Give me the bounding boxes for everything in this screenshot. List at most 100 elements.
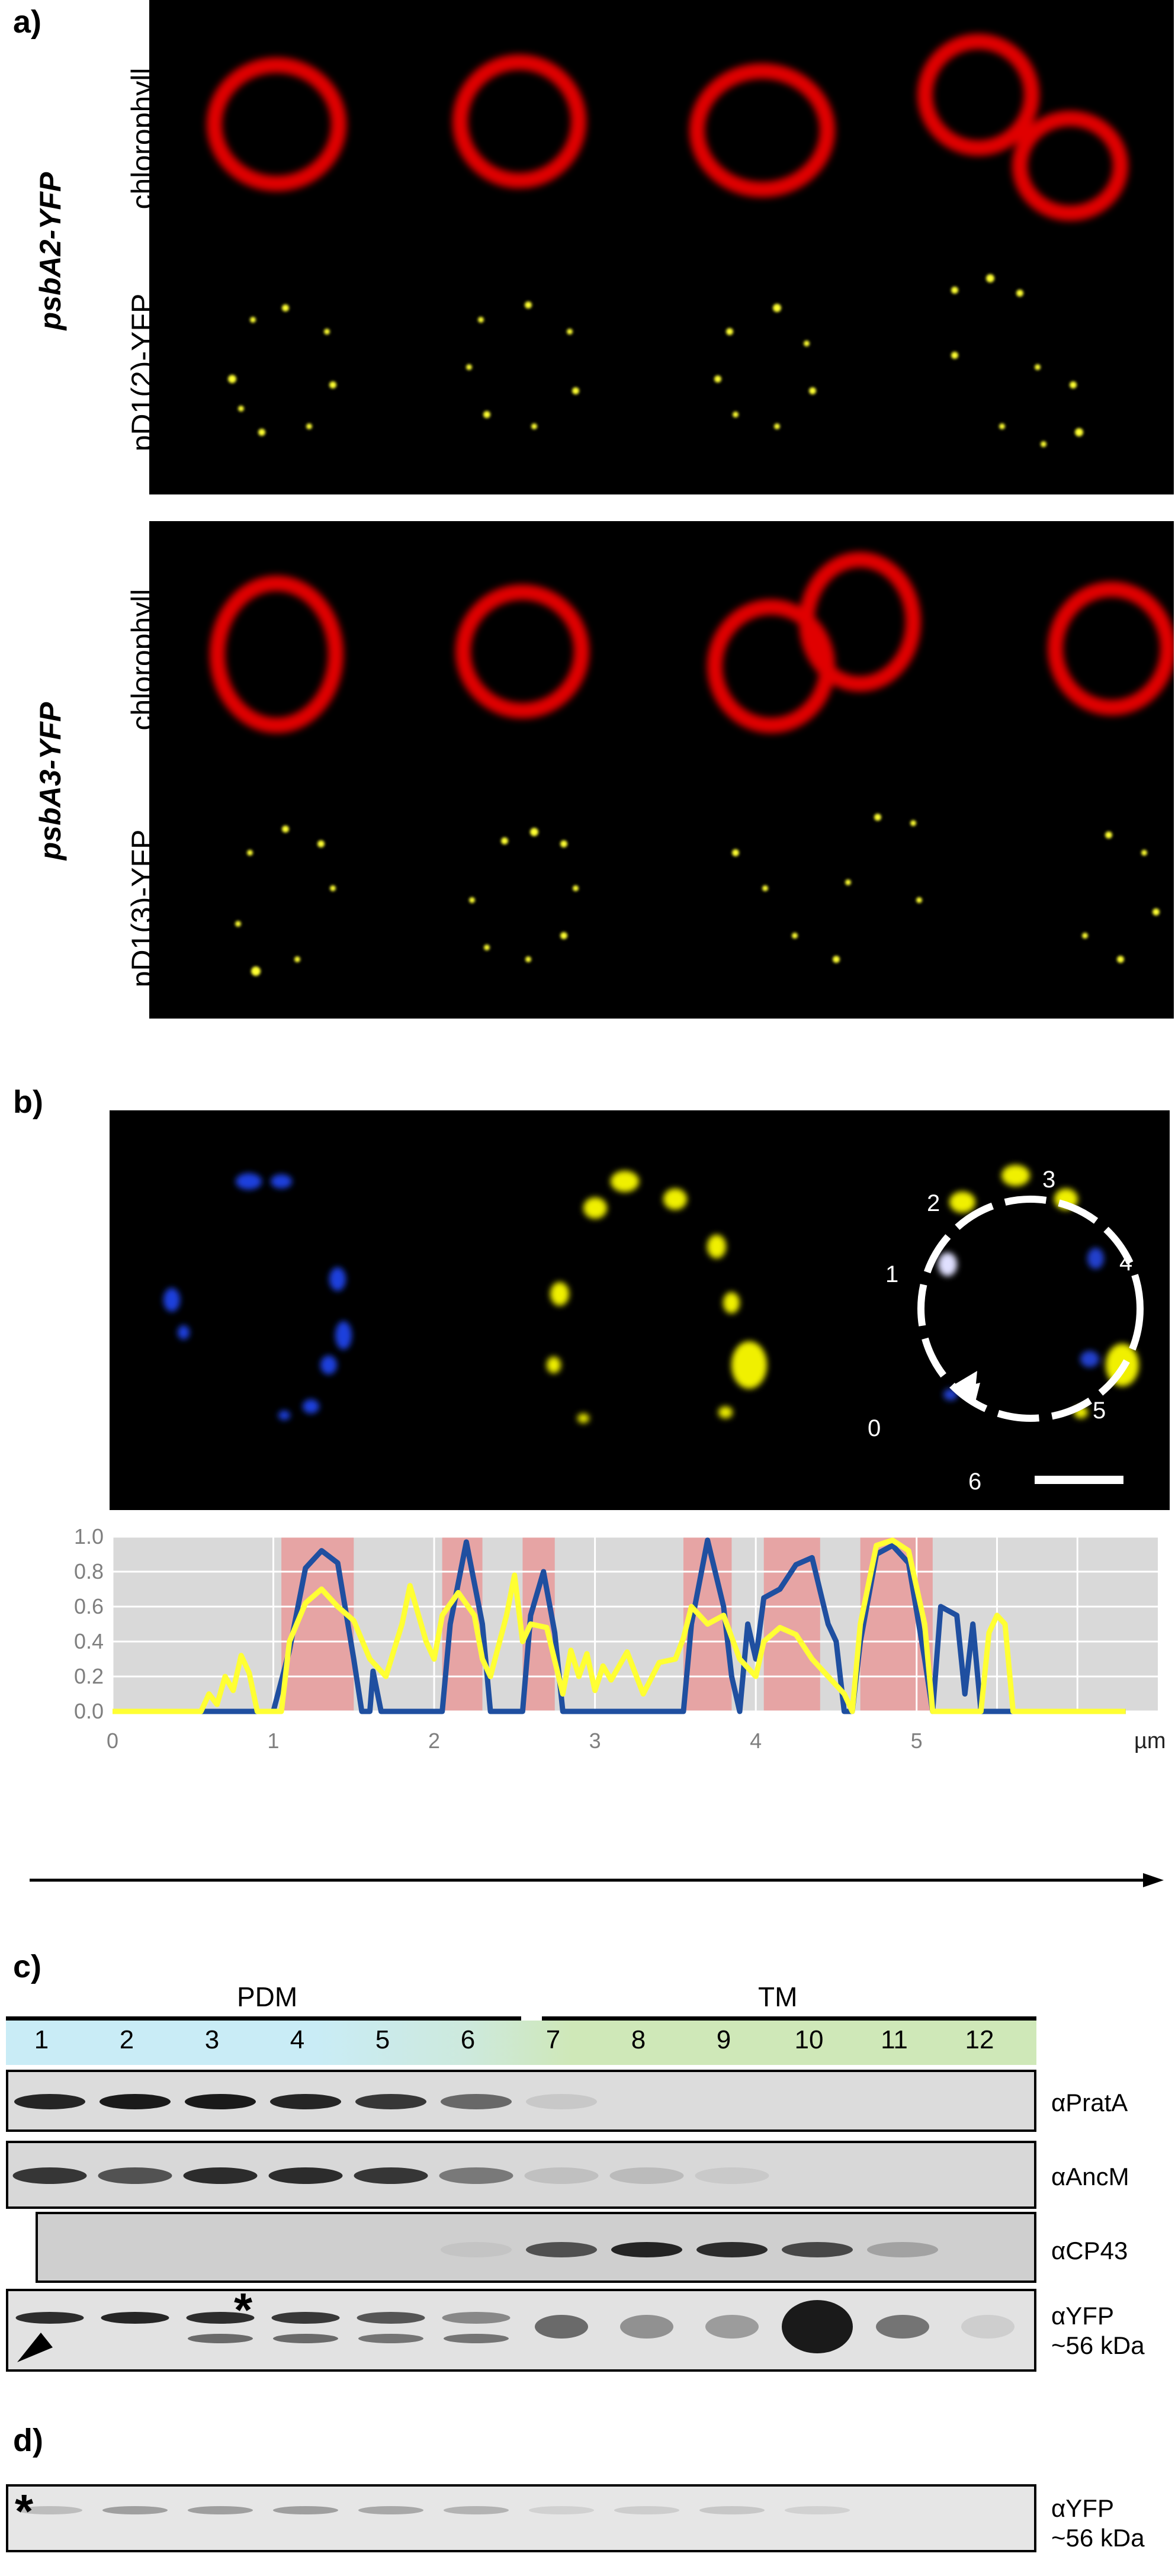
band-yfp-tm-8 bbox=[620, 2315, 673, 2339]
blot-prata bbox=[6, 2070, 1036, 2132]
chart-axis-arrow bbox=[30, 1873, 1164, 1887]
chart-xlabel: µm bbox=[1134, 1729, 1166, 1753]
lane-number-4: 4 bbox=[290, 2025, 305, 2054]
band-ancm-1 bbox=[12, 2167, 87, 2184]
row-label-yfp-2: pD1(3)-YFP bbox=[126, 829, 159, 988]
band-yfp-tm-10 bbox=[782, 2300, 853, 2353]
blot-yfp-c bbox=[6, 2289, 1036, 2372]
band-yfp-lower-3 bbox=[188, 2334, 253, 2343]
lane-number-9: 9 bbox=[716, 2025, 731, 2054]
band-yfp-d-3 bbox=[188, 2506, 253, 2514]
lane-number-6: 6 bbox=[460, 2025, 476, 2054]
row-label-chlorophyll-1: chlorophyll bbox=[126, 68, 159, 210]
position-label-0: 0 bbox=[868, 1415, 881, 1441]
band-ancm-6 bbox=[439, 2167, 513, 2184]
asterisk-d: * bbox=[15, 2485, 34, 2538]
scale-bar bbox=[1035, 1476, 1123, 1484]
band-prata-4 bbox=[270, 2094, 341, 2109]
panel-c-label: c) bbox=[13, 1949, 42, 1984]
lane-number-11: 11 bbox=[881, 2025, 908, 2054]
lane-header-bar bbox=[6, 2021, 1036, 2065]
band-cp43-7 bbox=[526, 2242, 597, 2257]
panel-a-label: a) bbox=[13, 4, 42, 40]
panel-b-label: b) bbox=[13, 1084, 43, 1120]
band-yfp-tm-11 bbox=[876, 2315, 929, 2339]
band-yfp-upper-6 bbox=[442, 2312, 511, 2324]
antibody-label-prata: αPratA bbox=[1051, 2089, 1128, 2116]
lane-number-1: 1 bbox=[34, 2025, 49, 2054]
chart-xtick-0: 0 bbox=[107, 1729, 118, 1753]
chart-xtick-4: 4 bbox=[750, 1729, 762, 1753]
antibody-label-cp43: αCP43 bbox=[1051, 2237, 1128, 2265]
chart-ytick-4: 0.8 bbox=[74, 1559, 104, 1583]
chart-xtick-1: 1 bbox=[268, 1729, 280, 1753]
band-cp43-9 bbox=[696, 2242, 768, 2257]
chart-xtick-3: 3 bbox=[589, 1729, 601, 1753]
position-label-1: 1 bbox=[885, 1261, 898, 1287]
chart-ytick-2: 0.4 bbox=[74, 1629, 104, 1653]
chart-ytick-0: 0.0 bbox=[74, 1699, 104, 1723]
band-yfp-d-7 bbox=[529, 2506, 594, 2514]
band-prata-3 bbox=[185, 2094, 256, 2109]
row-label-yfp-1: pD1(2)-YFP bbox=[126, 293, 159, 452]
band-yfp-tm-9 bbox=[705, 2315, 759, 2339]
chart-xtick-2: 2 bbox=[428, 1729, 440, 1753]
band-ancm-8 bbox=[609, 2167, 684, 2184]
blot-yfp-d bbox=[6, 2484, 1036, 2552]
lane-number-7: 7 bbox=[545, 2025, 561, 2054]
chart-series-line-0 bbox=[113, 1537, 1126, 1714]
profile-chart: 0.0 0.2 0.4 0.6 0.8 1.0 0 1 2 3 4 5 µm bbox=[74, 1524, 1166, 1753]
position-label-6: 6 bbox=[968, 1469, 981, 1495]
asterisk-c: * bbox=[234, 2283, 253, 2336]
genotype-label-psba2: psbA2-YFP bbox=[34, 172, 67, 330]
group-bar-tm bbox=[542, 2016, 1036, 2021]
band-cp43-8 bbox=[611, 2242, 682, 2257]
group-bar-pdm bbox=[6, 2016, 521, 2021]
band-prata-1 bbox=[14, 2094, 85, 2109]
blot-cp43 bbox=[36, 2212, 1036, 2283]
band-yfp-d-5 bbox=[358, 2506, 423, 2514]
chart-ytick-5: 1.0 bbox=[74, 1524, 104, 1549]
group-label-tm: TM bbox=[758, 1981, 798, 2012]
lane-number-8: 8 bbox=[631, 2025, 646, 2054]
chart-plot-area bbox=[113, 1537, 1158, 1711]
position-label-5: 5 bbox=[1093, 1398, 1106, 1424]
chart-ytick-1: 0.2 bbox=[74, 1664, 104, 1688]
band-ancm-9 bbox=[695, 2167, 769, 2184]
micrograph-psba2 bbox=[149, 0, 1174, 494]
band-prata-7 bbox=[526, 2094, 597, 2109]
position-label-4: 4 bbox=[1119, 1250, 1132, 1276]
band-yfp-upper-5 bbox=[357, 2312, 425, 2324]
group-label-pdm: PDM bbox=[237, 1981, 298, 2012]
antibody-label-ancm: αAncM bbox=[1051, 2163, 1129, 2190]
lane-number-3: 3 bbox=[204, 2025, 220, 2054]
band-yfp-d-2 bbox=[102, 2506, 168, 2514]
band-ancm-5 bbox=[354, 2167, 428, 2184]
arrowhead-marker bbox=[17, 2333, 53, 2362]
band-cp43-10 bbox=[782, 2242, 853, 2257]
panel-d-label: d) bbox=[13, 2423, 43, 2458]
blot-ancm bbox=[6, 2141, 1036, 2209]
band-ancm-3 bbox=[183, 2167, 258, 2184]
band-yfp-upper-2 bbox=[101, 2312, 169, 2324]
band-yfp-upper-4 bbox=[271, 2312, 340, 2324]
lane-number-5: 5 bbox=[375, 2025, 390, 2054]
band-yfp-tm-12 bbox=[961, 2315, 1015, 2339]
row-label-chlorophyll-2: chlorophyll bbox=[126, 589, 159, 731]
antibody-label-yfp-d: αYFP bbox=[1051, 2494, 1114, 2522]
band-yfp-d-8 bbox=[614, 2506, 679, 2514]
lane-number-2: 2 bbox=[119, 2025, 134, 2054]
band-ancm-4 bbox=[268, 2167, 343, 2184]
micrograph-merge: 0 1 2 3 4 5 6 bbox=[110, 1110, 1170, 1510]
genotype-label-psba3: psbA3-YFP bbox=[34, 702, 67, 860]
lane-number-10: 10 bbox=[794, 2025, 824, 2054]
band-yfp-lower-5 bbox=[358, 2334, 423, 2343]
micrograph-psba3 bbox=[149, 521, 1174, 1019]
band-yfp-d-1 bbox=[17, 2506, 82, 2514]
chart-highlight-4 bbox=[763, 1537, 820, 1711]
band-yfp-upper-3 bbox=[186, 2312, 255, 2324]
antibody-sub-yfp-d: ~56 kDa bbox=[1051, 2524, 1145, 2552]
band-ancm-2 bbox=[98, 2167, 172, 2184]
band-prata-6 bbox=[441, 2094, 512, 2109]
band-yfp-d-10 bbox=[785, 2506, 850, 2514]
